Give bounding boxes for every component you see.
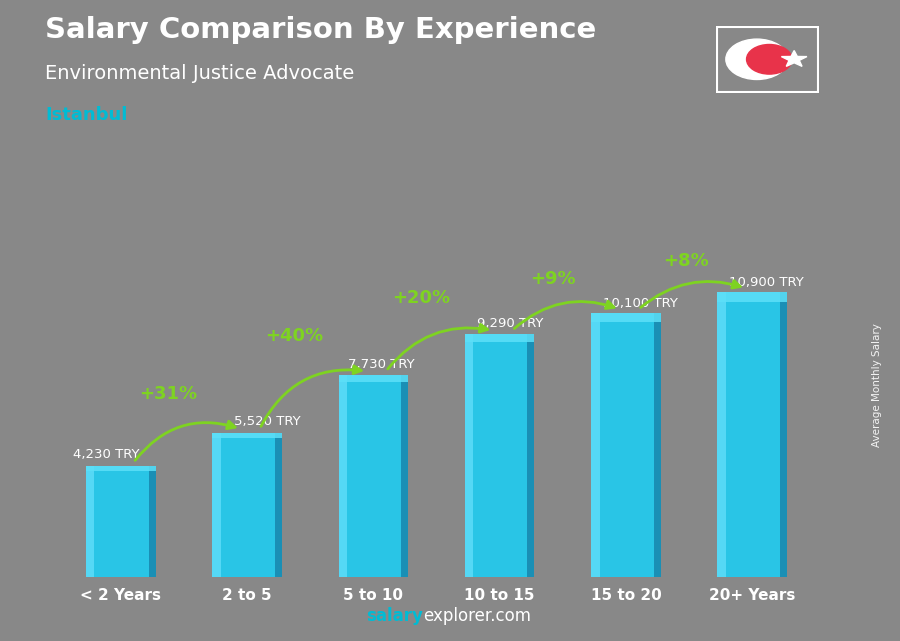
Bar xyxy=(717,292,787,301)
Circle shape xyxy=(725,39,788,79)
Text: explorer.com: explorer.com xyxy=(423,607,531,625)
Circle shape xyxy=(747,44,792,74)
Bar xyxy=(338,375,347,577)
Bar xyxy=(212,433,220,577)
Text: Average Monthly Salary: Average Monthly Salary xyxy=(872,322,883,447)
Bar xyxy=(212,433,282,577)
Polygon shape xyxy=(781,51,807,67)
Bar xyxy=(527,335,535,577)
Bar xyxy=(86,467,156,577)
Bar xyxy=(86,467,94,577)
Bar xyxy=(591,313,661,322)
Bar xyxy=(591,313,661,577)
Bar xyxy=(717,292,725,577)
Bar xyxy=(465,335,473,577)
Text: 10,900 TRY: 10,900 TRY xyxy=(730,276,805,289)
Text: 9,290 TRY: 9,290 TRY xyxy=(477,317,544,330)
Text: +8%: +8% xyxy=(663,252,709,270)
Text: +20%: +20% xyxy=(392,289,450,307)
Text: +40%: +40% xyxy=(266,327,323,345)
Bar xyxy=(274,433,282,577)
Bar xyxy=(338,375,408,577)
Text: 7,730 TRY: 7,730 TRY xyxy=(348,358,415,371)
Bar xyxy=(780,292,787,577)
Bar xyxy=(338,375,408,382)
Text: +31%: +31% xyxy=(140,385,197,403)
Bar xyxy=(465,335,535,342)
Text: Istanbul: Istanbul xyxy=(45,106,128,124)
Text: Environmental Justice Advocate: Environmental Justice Advocate xyxy=(45,64,355,83)
Bar xyxy=(86,467,156,470)
Text: 5,520 TRY: 5,520 TRY xyxy=(234,415,302,428)
Bar xyxy=(465,335,535,577)
Bar xyxy=(591,313,599,577)
Bar xyxy=(401,375,408,577)
Bar xyxy=(148,467,156,577)
Bar xyxy=(212,433,282,438)
Bar xyxy=(717,292,787,577)
Bar xyxy=(653,313,661,577)
Text: 10,100 TRY: 10,100 TRY xyxy=(603,297,678,310)
Text: 4,230 TRY: 4,230 TRY xyxy=(73,448,140,462)
Text: salary: salary xyxy=(366,607,423,625)
Text: +9%: +9% xyxy=(530,271,576,288)
Text: Salary Comparison By Experience: Salary Comparison By Experience xyxy=(45,16,596,44)
